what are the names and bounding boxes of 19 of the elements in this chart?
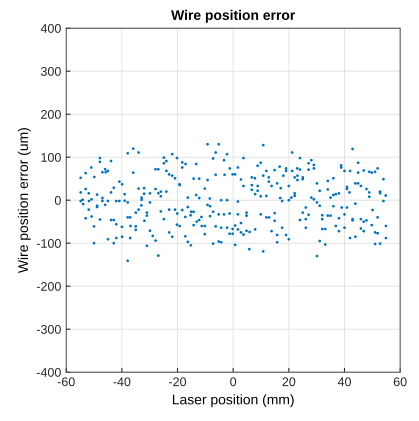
x-tick-label: -20 <box>169 377 186 386</box>
y-tick-label: 200 <box>41 110 61 119</box>
y-tick-label: -300 <box>36 324 61 334</box>
y-axis-title: Wire position error (um) <box>18 128 31 274</box>
y-tick-label: 100 <box>41 152 61 162</box>
y-tick-label: -400 <box>36 368 61 377</box>
x-tick-label: 60 <box>394 377 407 386</box>
y-tick-label: 400 <box>40 24 61 33</box>
y-tick-label: -100 <box>36 238 61 248</box>
x-tick-label: 20 <box>282 377 296 386</box>
x-tick-label: -40 <box>113 377 130 386</box>
x-tick-label: 0 <box>230 377 236 386</box>
x-tick-label: 40 <box>338 377 351 386</box>
y-tick-label: -200 <box>36 282 61 291</box>
x-tick-label: -60 <box>58 377 75 386</box>
chart-title: Wire position error <box>171 10 296 23</box>
x-axis-title: Laser position (mm) <box>172 394 294 408</box>
y-tick-label: 300 <box>40 67 61 76</box>
y-tick-label: 0 <box>54 196 61 205</box>
